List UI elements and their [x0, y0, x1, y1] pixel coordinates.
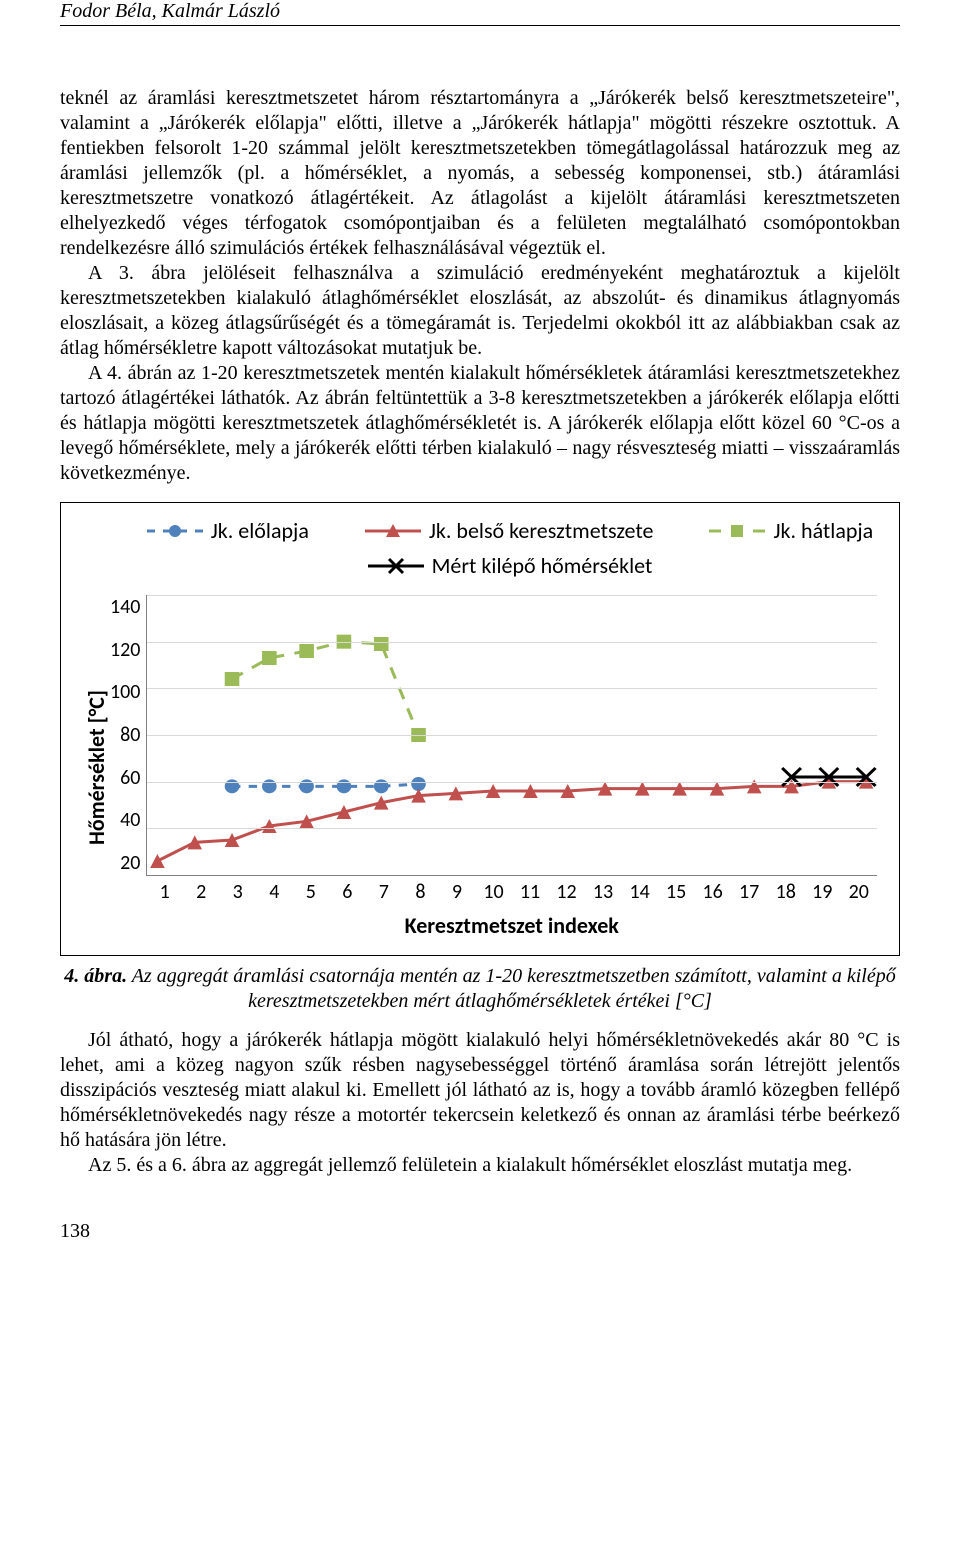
caption-label: 4. ábra.: [64, 965, 127, 987]
figure-4-caption: 4. ábra. Az aggregát áramlási csatornája…: [60, 964, 900, 1014]
paragraph-3: A 4. ábrán az 1-20 keresztmetszetek ment…: [60, 361, 900, 486]
legend-item-elolapja: Jk. előlapja: [147, 517, 309, 544]
chart-legend: Jk. előlapja Jk. belső keresztmetszete J…: [143, 517, 877, 579]
legend-label: Jk. hátlapja: [773, 517, 873, 544]
legend-item-hatlapja: Jk. hátlapja: [709, 517, 873, 544]
plot-area: [146, 595, 877, 876]
x-axis-title: Keresztmetszet indexek: [146, 912, 877, 939]
y-axis-ticks: 14012010080604020: [110, 595, 146, 875]
legend-swatch-elolapja: [147, 520, 203, 542]
legend-label: Jk. belső keresztmetszete: [429, 517, 654, 544]
paragraph-1: teknél az áramlási keresztmetszetet háro…: [60, 86, 900, 261]
figure-4-chart: Jk. előlapja Jk. belső keresztmetszete J…: [60, 502, 900, 956]
legend-swatch-mert: [368, 555, 424, 577]
paragraph-4: Jól átható, hogy a járókerék hátlapja mö…: [60, 1028, 900, 1153]
x-axis-ticks: 1234567891011121314151617181920: [146, 876, 877, 904]
y-axis-title: Hőmérséklet [°C]: [83, 595, 110, 939]
legend-label: Jk. előlapja: [211, 517, 309, 544]
legend-item-belso: Jk. belső keresztmetszete: [365, 517, 654, 544]
page-number: 138: [60, 1220, 900, 1243]
caption-text: Az aggregát áramlási csatornája mentén a…: [127, 965, 896, 1012]
legend-swatch-belso: [365, 520, 421, 542]
legend-swatch-hatlapja: [709, 520, 765, 542]
paragraph-5: Az 5. és a 6. ábra az aggregát jellemző …: [60, 1153, 900, 1178]
page-header: Fodor Béla, Kalmár László: [60, 0, 900, 26]
paragraph-2: A 3. ábra jelöléseit felhasználva a szim…: [60, 261, 900, 361]
legend-label: Mért kilépő hőmérséklet: [432, 552, 653, 579]
legend-item-mert: Mért kilépő hőmérséklet: [368, 552, 653, 579]
